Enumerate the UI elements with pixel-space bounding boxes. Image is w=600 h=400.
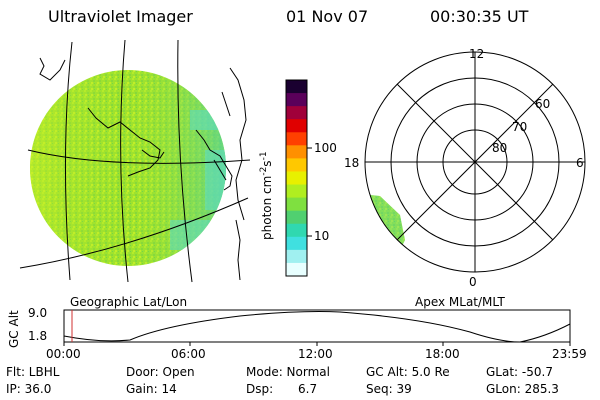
geographic-panel-label: Geographic Lat/Lon [70,295,188,309]
polar-plot [364,51,586,273]
polar-mlt-label-6: 6 [576,156,584,170]
colorbar-swatch [286,145,307,159]
dsp-value: 6.7 [298,382,318,396]
colorbar-swatch [286,223,307,238]
colorbar-swatch [286,158,307,172]
colorbar-swatch [286,106,307,120]
colorbar-swatch [286,210,307,225]
time-tick-1800: 18:00 [425,347,460,361]
time-tick-0600: 06:00 [171,347,206,361]
gain-status: Gain: 14 [126,382,177,396]
altitude-tick-9: 9.0 [28,306,48,320]
sequence-status: Seq: 39 [366,382,412,396]
geographic-globe-image [30,70,226,266]
altitude-ylabel: GC Alt [7,310,21,348]
dsp-label: Dsp: [246,382,274,396]
colorbar-swatch [286,132,307,146]
colorbar-swatch [286,236,307,251]
colorbar-swatch [286,80,307,94]
instrument-title: Ultraviolet Imager [48,7,193,26]
colorbar-swatch [286,119,307,133]
polar-mlt-label-0: 0 [469,275,477,289]
polar-panel-label: Apex MLat/MLT [415,295,505,309]
colorbar-swatch [286,171,307,186]
colorbar-tick-10: 10 [314,229,330,243]
colorbar-tick-100: 100 [314,141,337,155]
time-tick-0000: 00:00 [46,347,81,361]
polar-mlt-label-18: 18 [344,156,360,170]
mode-status: Mode: Normal [246,365,330,379]
polar-lat-label-60: 60 [535,97,551,111]
colorbar-swatch [286,93,307,107]
colorbar-swatch [286,197,307,212]
date-label: 01 Nov 07 [286,7,369,26]
filter-status: Flt: LBHL [6,365,60,379]
gc-altitude-status: GC Alt: 5.0 Re [366,365,450,379]
polar-lat-label-70: 70 [512,120,528,134]
polar-emission [365,192,405,272]
door-status: Door: Open [126,365,195,379]
time-tick-1200: 12:00 [298,347,333,361]
colorbar [285,79,312,277]
geographic-grid [19,39,251,283]
coastline-lines [39,57,247,281]
geo-longitude-status: GLon: 285.3 [486,382,559,396]
colorbar-swatch [286,184,307,199]
polar-lat-label-80: 80 [492,141,508,155]
geo-latitude-status: GLat: -50.7 [486,365,553,379]
ip-status: IP: 36.0 [6,382,52,396]
colorbar-swatch [286,249,307,264]
time-label: 00:30:35 UT [430,7,529,26]
altitude-tick-1-8: 1.8 [28,329,48,343]
time-tick-2359: 23:59 [552,347,587,361]
altitude-track-plot [63,309,571,346]
colorbar-swatch [286,262,307,277]
colorbar-unit-label: photon cm-2s-1 [259,151,274,240]
polar-mlt-label-12: 12 [469,47,485,61]
